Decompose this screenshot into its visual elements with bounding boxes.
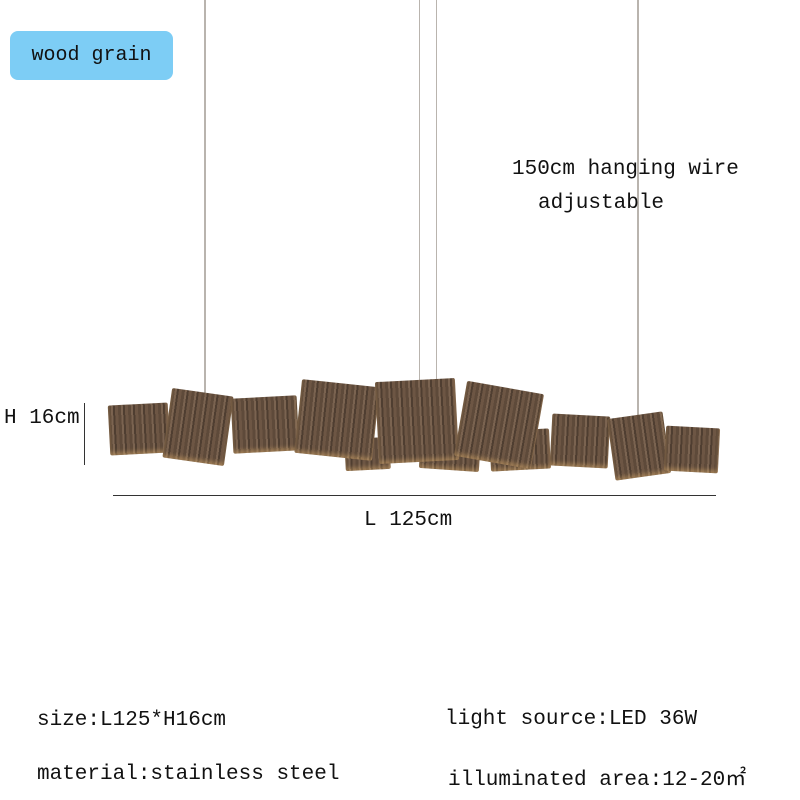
spec-illuminated-area: illuminated area:12-20㎡ [448,769,747,792]
badge-label: wood grain [31,44,152,67]
spec-material: material:stainless steel [37,763,340,786]
wood-panel [107,402,171,456]
hanging-wire [637,0,639,418]
wire-adjustable-label: adjustable [538,192,665,215]
wire-length-label: 150cm hanging wire [512,158,739,181]
wood-panel [606,411,672,481]
color-option-badge[interactable]: wood grain [10,31,173,80]
hanging-wire [419,0,420,382]
wood-panel [230,395,300,454]
wood-panel [374,377,460,465]
wood-panel [663,425,721,474]
wood-panel [294,379,380,461]
length-dimension-line [113,495,716,496]
spec-size: size:L125*H16cm [37,709,227,732]
spec-light-source: light source:LED 36W [445,708,698,731]
wood-panel [549,413,611,469]
length-label: L 125cm [364,509,453,532]
wood-panel [453,380,545,470]
height-dimension-line [84,403,85,465]
hanging-wire [204,0,206,396]
hanging-wire [436,0,437,382]
height-label: H 16cm [4,407,80,430]
wood-panel [162,388,234,466]
